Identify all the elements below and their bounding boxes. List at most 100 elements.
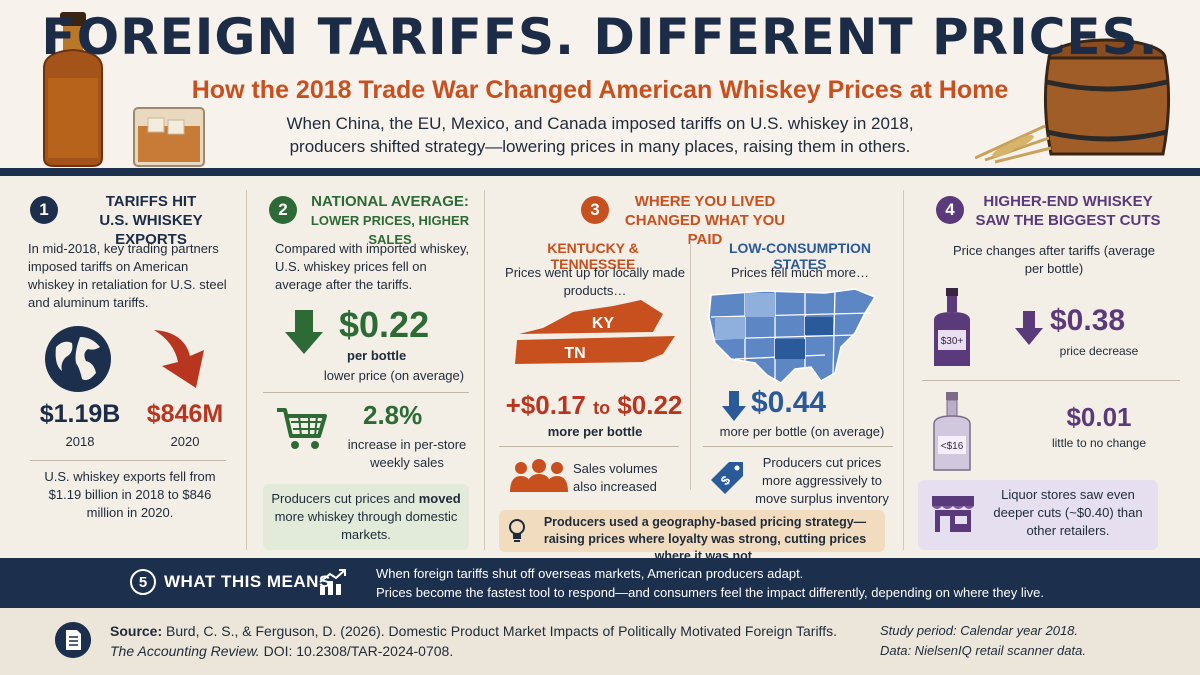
kentucky-tennessee-increase: +$0.17 to $0.22 bbox=[499, 390, 689, 421]
down-arrow-icon bbox=[285, 310, 323, 354]
year-2018-label: 2018 bbox=[65, 434, 95, 449]
budget-change-label: little to no change bbox=[1051, 436, 1147, 450]
source-citation: Source: Burd, C. S., & Ferguson, D. (202… bbox=[110, 623, 837, 639]
price-drop-value: $0.22 bbox=[339, 304, 430, 345]
ky-label: KY bbox=[592, 315, 615, 332]
divider bbox=[263, 392, 469, 393]
budget-change-value: $0.01 bbox=[1066, 402, 1132, 432]
section-1-text: In mid-2018, key trading partners impose… bbox=[28, 241, 227, 310]
price-tag-icon: $ bbox=[711, 462, 743, 494]
down-arrow-icon bbox=[722, 391, 746, 421]
section-2-heading: NATIONAL AVERAGE: LOWER PRICES, HIGHER S… bbox=[301, 192, 479, 249]
page-title: FOREIGN TARIFFS. DIFFERENT PRICES. bbox=[41, 8, 1159, 66]
section-where-you-lived: 3 WHERE YOU LIVED CHANGED WHAT YOU PAID … bbox=[485, 178, 903, 563]
section-number-3: 3 bbox=[581, 196, 609, 224]
producer-cut-note: Producers cut prices more aggressively t… bbox=[755, 455, 889, 506]
tn-label: TN bbox=[564, 345, 585, 362]
low-consumption-text: Prices fell much more… bbox=[731, 265, 869, 280]
bottle-icon: <$16 bbox=[933, 392, 971, 471]
barrel-wheat-illustration bbox=[975, 38, 1171, 164]
divider bbox=[922, 380, 1180, 381]
what-this-means-line-2: Prices become the fastest tool to respon… bbox=[376, 585, 1044, 600]
whiskey-bottle-glass-illustration bbox=[43, 12, 205, 167]
low-consumption-decrease: $0.44 bbox=[751, 386, 827, 419]
intro-text: When China, the EU, Mexico, and Canada i… bbox=[220, 112, 980, 158]
data-note: Data: NielsenIQ retail scanner data. bbox=[880, 643, 1086, 658]
divider bbox=[703, 446, 893, 447]
section-number-4: 4 bbox=[936, 196, 964, 224]
bottle-price-label: <$16 bbox=[941, 441, 964, 452]
low-consumption-title: LOW-CONSUMPTION STATES bbox=[728, 240, 872, 272]
exports-2018-value: $1.19B bbox=[39, 400, 121, 428]
citation-text: Burd, C. S., & Ferguson, D. (2026). Dome… bbox=[162, 623, 837, 639]
store-icon bbox=[932, 496, 974, 532]
intro-line-2: producers shifted strategy—lowering pric… bbox=[289, 137, 911, 156]
sales-increase-label: increase in per-store weekly sales bbox=[347, 437, 467, 470]
section-1-heading-line-1: TARIFFS HIT bbox=[105, 193, 197, 210]
down-arrow-icon bbox=[1015, 311, 1043, 345]
section-number-2: 2 bbox=[269, 196, 297, 224]
source-footer: Source: Burd, C. S., & Ferguson, D. (202… bbox=[0, 608, 1200, 675]
kentucky-tennessee-title: KENTUCKY & TENNESSEE bbox=[547, 240, 639, 272]
sales-volume-note: Sales volumes also increased bbox=[573, 461, 658, 494]
study-period: Study period: Calendar year 2018. bbox=[880, 623, 1079, 638]
lightbulb-icon bbox=[509, 519, 525, 542]
increase-low-value: +$0.17 bbox=[505, 390, 586, 420]
column-divider bbox=[484, 190, 485, 550]
section-higher-end-whiskey: 4 HIGHER-END WHISKEY SAW THE BIGGEST CUT… bbox=[904, 178, 1200, 558]
source-journal: The Accounting Review. DOI: 10.2308/TAR-… bbox=[110, 643, 453, 659]
callout-emphasis: moved bbox=[418, 491, 461, 506]
globe-icon bbox=[45, 326, 111, 392]
trend-chart-icon bbox=[319, 569, 346, 595]
section-tariffs-hit-exports: 1 TARIFFS HIT U.S. WHISKEY EXPORTS In mi… bbox=[0, 178, 246, 558]
sales-increase-value: 2.8% bbox=[363, 400, 423, 430]
section-2-callout: Producers cut prices and moved more whis… bbox=[263, 484, 469, 550]
what-this-means-label: WHAT THIS MEANS bbox=[164, 572, 331, 591]
premium-decrease-value: $0.38 bbox=[1050, 304, 1126, 337]
price-unit: per bottle bbox=[347, 348, 407, 363]
section-number-5: 5 bbox=[130, 569, 156, 595]
callout-text: Producers cut prices and bbox=[271, 491, 419, 506]
section-2-heading-line-1: NATIONAL AVERAGE: bbox=[311, 193, 469, 210]
section-3-heading-line-2: CHANGED WHAT YOU PAID bbox=[624, 212, 786, 248]
section-3-callout: Producers used a geography-based pricing… bbox=[499, 510, 885, 563]
what-this-means-band: 5 WHAT THIS MEANS When foreign tariffs s… bbox=[0, 558, 1200, 608]
page-subtitle: How the 2018 Trade War Changed American … bbox=[191, 76, 1009, 104]
price-drop-label: lower price (on average) bbox=[323, 368, 465, 383]
section-number-1: 1 bbox=[30, 196, 58, 224]
header-divider bbox=[0, 168, 1200, 176]
what-this-means-line-1: When foreign tariffs shut off overseas m… bbox=[376, 566, 804, 581]
divider bbox=[30, 460, 226, 461]
bottle-price-label: $30+ bbox=[941, 336, 964, 347]
subcolumn-divider bbox=[690, 240, 691, 490]
section-4-callout: Liquor stores saw even deeper cuts (~$0.… bbox=[993, 487, 1143, 538]
callout-text: more whiskey through domestic markets. bbox=[274, 509, 458, 542]
section-4-heading-line-2: SAW THE BIGGEST CUTS bbox=[975, 212, 1161, 229]
down-arrow-icon bbox=[154, 330, 204, 388]
divider bbox=[499, 446, 679, 447]
kentucky-tennessee-label: more per bottle bbox=[547, 424, 643, 439]
section-4-heading-line-1: HIGHER-END WHISKEY bbox=[983, 193, 1153, 210]
section-2-heading-line-2: LOWER PRICES, HIGHER SALES bbox=[310, 213, 470, 247]
exports-2020-value: $846M bbox=[146, 400, 224, 428]
doi-text: DOI: 10.2308/TAR-2024-0708. bbox=[259, 643, 454, 659]
low-consumption-label: more per bottle (on average) bbox=[719, 424, 885, 439]
section-1-heading: TARIFFS HIT U.S. WHISKEY EXPORTS bbox=[66, 192, 236, 249]
people-icon bbox=[510, 459, 568, 492]
section-1-heading-line-2: U.S. WHISKEY EXPORTS bbox=[99, 212, 203, 248]
section-3-heading: WHERE YOU LIVED CHANGED WHAT YOU PAID bbox=[615, 192, 795, 249]
section-2-text: Compared with imported whiskey, U.S. whi… bbox=[275, 241, 470, 292]
kentucky-tennessee-text: Prices went up for locally made products… bbox=[505, 265, 685, 298]
state-map-icon: KY TN bbox=[515, 300, 675, 364]
intro-line-1: When China, the EU, Mexico, and Canada i… bbox=[286, 114, 914, 133]
shopping-cart-icon bbox=[277, 408, 327, 449]
us-map-icon bbox=[708, 288, 877, 384]
column-divider bbox=[903, 190, 904, 550]
section-3-heading-line-1: WHERE YOU LIVED bbox=[634, 193, 776, 210]
source-label: Source: bbox=[110, 623, 163, 639]
section-1-summary: U.S. whiskey exports fell from $1.19 bil… bbox=[44, 469, 216, 520]
journal-name: The Accounting Review. bbox=[110, 643, 260, 659]
column-divider bbox=[246, 190, 247, 550]
bottle-icon: $30+ bbox=[934, 288, 970, 366]
document-icon bbox=[55, 622, 91, 658]
